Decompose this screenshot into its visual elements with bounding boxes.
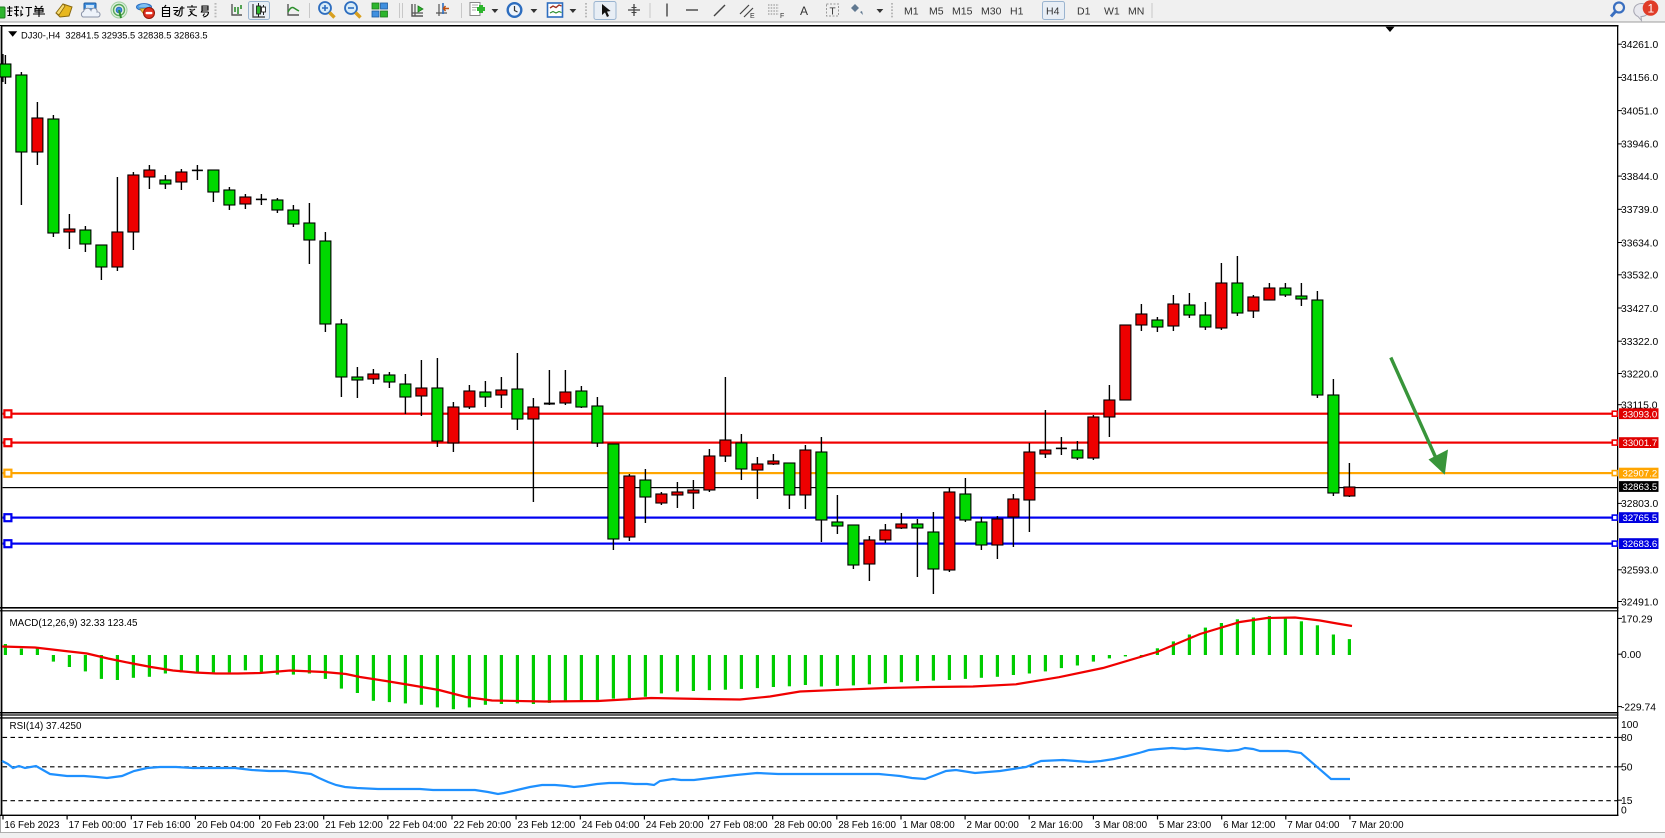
svg-text:F: F bbox=[780, 13, 784, 20]
svg-text:0.00: 0.00 bbox=[1621, 650, 1641, 661]
svg-text:6 Mar 12:00: 6 Mar 12:00 bbox=[1223, 820, 1276, 831]
svg-text:MN: MN bbox=[1128, 6, 1144, 18]
svg-text:A: A bbox=[800, 4, 808, 18]
svg-text:22 Feb 04:00: 22 Feb 04:00 bbox=[389, 820, 447, 831]
svg-text:33001.7: 33001.7 bbox=[1623, 438, 1658, 449]
svg-text:2 Mar 00:00: 2 Mar 00:00 bbox=[967, 820, 1020, 831]
svg-text:100: 100 bbox=[1621, 720, 1638, 731]
svg-text:21 Feb 12:00: 21 Feb 12:00 bbox=[325, 820, 383, 831]
svg-text:DJ30-,H4 32841.5 32935.5 3283: DJ30-,H4 32841.5 32935.5 32838.5 32863.5 bbox=[21, 31, 208, 41]
svg-text:M1: M1 bbox=[904, 6, 919, 18]
svg-text:17 Feb 16:00: 17 Feb 16:00 bbox=[133, 820, 191, 831]
svg-text:170.29: 170.29 bbox=[1621, 614, 1653, 625]
svg-text:23 Feb 12:00: 23 Feb 12:00 bbox=[518, 820, 576, 831]
svg-text:5 Mar 23:00: 5 Mar 23:00 bbox=[1159, 820, 1212, 831]
svg-text:7 Mar 20:00: 7 Mar 20:00 bbox=[1351, 820, 1404, 831]
svg-text:32683.6: 32683.6 bbox=[1623, 539, 1658, 550]
svg-text:D1: D1 bbox=[1077, 6, 1091, 18]
svg-text:22 Feb 20:00: 22 Feb 20:00 bbox=[453, 820, 511, 831]
svg-text:H1: H1 bbox=[1010, 6, 1024, 18]
svg-text:2 Mar 16:00: 2 Mar 16:00 bbox=[1031, 820, 1084, 831]
svg-text:MACD(12,26,9) 32.33 123.45: MACD(12,26,9) 32.33 123.45 bbox=[10, 618, 139, 629]
svg-text:32863.5: 32863.5 bbox=[1623, 482, 1658, 493]
svg-text:32907.2: 32907.2 bbox=[1623, 469, 1658, 480]
svg-text:27 Feb 08:00: 27 Feb 08:00 bbox=[710, 820, 768, 831]
svg-text:M5: M5 bbox=[929, 6, 944, 18]
svg-text:15: 15 bbox=[1621, 796, 1633, 807]
svg-text:33093.0: 33093.0 bbox=[1623, 409, 1658, 420]
svg-text:1 Mar 08:00: 1 Mar 08:00 bbox=[902, 820, 955, 831]
svg-text:28 Feb 00:00: 28 Feb 00:00 bbox=[774, 820, 832, 831]
svg-text:20 Feb 04:00: 20 Feb 04:00 bbox=[197, 820, 255, 831]
svg-text:RSI(14) 37.4250: RSI(14) 37.4250 bbox=[10, 721, 82, 732]
svg-text:17 Feb 00:00: 17 Feb 00:00 bbox=[69, 820, 127, 831]
svg-text:-229.74: -229.74 bbox=[1621, 703, 1656, 714]
svg-text:M15: M15 bbox=[952, 6, 973, 18]
svg-text:1: 1 bbox=[1648, 2, 1655, 16]
svg-text:0: 0 bbox=[1621, 806, 1627, 817]
svg-text:80: 80 bbox=[1621, 733, 1633, 744]
svg-text:24 Feb 20:00: 24 Feb 20:00 bbox=[646, 820, 704, 831]
svg-text:T: T bbox=[830, 7, 836, 18]
svg-text:H4: H4 bbox=[1046, 6, 1060, 18]
svg-text:E: E bbox=[750, 13, 755, 20]
svg-text:20 Feb 23:00: 20 Feb 23:00 bbox=[261, 820, 319, 831]
svg-text:W1: W1 bbox=[1104, 6, 1120, 18]
svg-text:7 Mar 04:00: 7 Mar 04:00 bbox=[1287, 820, 1340, 831]
svg-text:28 Feb 16:00: 28 Feb 16:00 bbox=[838, 820, 896, 831]
svg-text:50: 50 bbox=[1621, 763, 1633, 774]
svg-text:3 Mar 08:00: 3 Mar 08:00 bbox=[1095, 820, 1148, 831]
svg-text:24 Feb 04:00: 24 Feb 04:00 bbox=[582, 820, 640, 831]
svg-text:M30: M30 bbox=[981, 6, 1002, 18]
svg-text:32765.5: 32765.5 bbox=[1623, 513, 1658, 524]
svg-text:16 Feb 2023: 16 Feb 2023 bbox=[4, 820, 60, 831]
